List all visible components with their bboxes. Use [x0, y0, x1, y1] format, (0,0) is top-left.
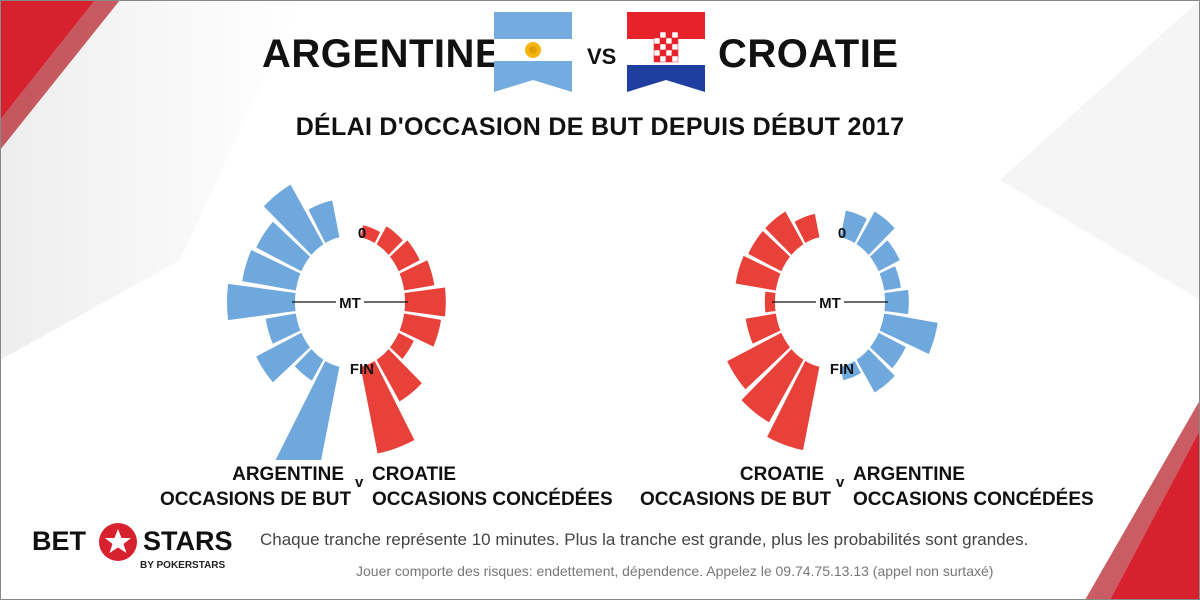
radial-bar-left-40-50: [227, 283, 296, 321]
radial-bar-left-40-50: [764, 291, 776, 313]
argentina-flag-icon: [494, 12, 572, 92]
chart-1-label-left: ARGENTINE OCCASIONS DE BUT: [160, 464, 352, 510]
chart-1-versus: v: [355, 474, 364, 491]
radial-bar-right-30-40: [879, 266, 901, 291]
radial-chart-croatie-argentine: 0 MT FIN: [630, 160, 1030, 460]
marker-end: FIN: [830, 361, 854, 378]
croatia-flag-icon: [627, 12, 705, 92]
radial-bar-left-20-30: [256, 221, 311, 272]
radial-bar-right-80-90: [840, 360, 861, 381]
radial-bar-right-20-30: [389, 240, 420, 272]
chart-2-versus: v: [836, 474, 845, 491]
marker-halftime: MT: [339, 295, 361, 312]
radial-bar-left-10-20: [765, 211, 804, 255]
marker-halftime: MT: [819, 295, 841, 312]
team-left-name: ARGENTINE: [262, 32, 503, 76]
radial-bar-right-70-80: [856, 349, 895, 393]
radial-bar-right-40-50: [884, 289, 909, 315]
radial-bar-left-60-70: [256, 332, 311, 383]
radial-bar-right-80-90: [360, 360, 415, 454]
logo-text-bet: BET: [32, 526, 86, 556]
marker-start: 0: [838, 225, 846, 242]
radial-bar-right-0-10: [360, 225, 381, 244]
radial-bar-left-80-90: [767, 360, 820, 451]
radial-bar-right-30-40: [399, 260, 435, 291]
logo-text-stars: STARS: [143, 526, 233, 556]
versus-label: VS: [587, 44, 617, 69]
radial-bar-right-60-70: [389, 332, 414, 359]
chart-2-label-right: ARGENTINE OCCASIONS CONCÉDÉES: [853, 464, 1094, 510]
radial-bar-right-0-10: [840, 210, 867, 244]
marker-start: 0: [358, 225, 366, 242]
radial-bar-left-70-80: [294, 349, 324, 381]
radial-bar-left-0-10: [794, 213, 820, 244]
radial-bar-left-80-90: [275, 360, 340, 460]
team-right-name: CROATIE: [718, 32, 899, 76]
logo-subtitle: BY POKERSTARS: [140, 560, 226, 571]
radial-bar-left-10-20: [263, 184, 324, 255]
chart-1-label-right: CROATIE OCCASIONS CONCÉDÉES: [372, 464, 613, 510]
radial-chart-argentine-croatie: 0 MT FIN: [150, 160, 550, 460]
radial-bar-left-50-60: [265, 313, 301, 344]
radial-bar-left-0-10: [308, 200, 340, 244]
chart-footnote: Chaque tranche représente 10 minutes. Pl…: [260, 530, 1029, 549]
radial-bar-left-70-80: [741, 349, 804, 423]
radial-bar-right-60-70: [869, 332, 906, 369]
radial-bar-right-50-60: [879, 313, 938, 354]
radial-bar-right-70-80: [376, 349, 422, 402]
star-icon: [99, 523, 137, 561]
chart-subtitle: DÉLAI D'OCCASION DE BUT DEPUIS DÉBUT 201…: [295, 113, 905, 141]
header: ARGENTINE VS CROATIE: [0, 12, 1200, 92]
radial-bar-right-10-20: [376, 226, 403, 255]
radial-bar-right-40-50: [404, 287, 446, 317]
betstars-logo: BET STARS BY POKERSTARS: [32, 523, 233, 586]
radial-bar-right-10-20: [856, 211, 895, 255]
radial-bar-left-30-40: [242, 250, 301, 291]
radial-bar-right-20-30: [869, 240, 900, 272]
radial-bar-left-30-40: [735, 255, 781, 291]
marker-end: FIN: [350, 361, 374, 378]
radial-bar-left-60-70: [727, 332, 791, 390]
chart-2-label-left: CROATIE OCCASIONS DE BUT: [640, 464, 832, 510]
radial-bar-left-50-60: [745, 313, 781, 344]
gambling-disclaimer: Jouer comporte des risques: endettement,…: [356, 563, 994, 579]
radial-bar-right-50-60: [399, 313, 441, 347]
radial-bar-left-20-30: [748, 231, 791, 272]
